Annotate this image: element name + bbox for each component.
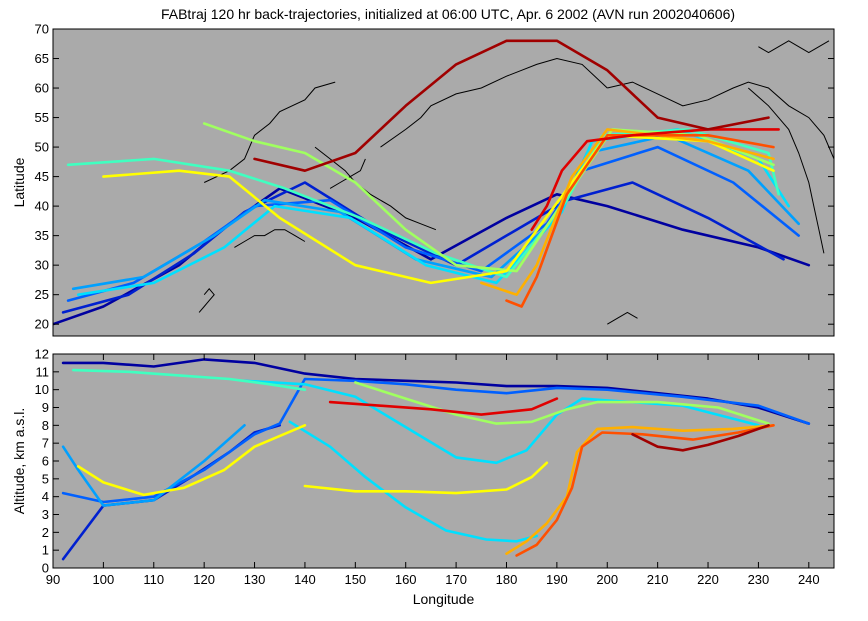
longitude-axis-label: Longitude (413, 591, 475, 607)
y-tick-label: 11 (36, 364, 50, 379)
x-tick-label: 210 (647, 572, 669, 587)
x-tick-label: 150 (344, 572, 366, 587)
latitude-axis-label: Latitude (11, 157, 27, 207)
coastline (203, 81, 336, 183)
trajectory-line (328, 397, 559, 416)
trajectory-line (76, 423, 307, 497)
x-tick-label: 180 (496, 572, 518, 587)
longitude-ticks: 90 100 110 120 130 140 150 160 170 180 190 200 210 22… (46, 354, 820, 587)
trajectory-line (253, 39, 770, 172)
y-tick-label: 3 (42, 507, 49, 522)
x-tick-label: 130 (244, 572, 266, 587)
x-tick-label: 230 (748, 572, 770, 587)
y-tick-label: 60 (35, 81, 49, 96)
trajectory-line (505, 134, 775, 308)
trajectory-line (53, 187, 811, 326)
y-tick-label: 10 (35, 382, 49, 397)
coastline (314, 146, 437, 231)
coastline (747, 87, 825, 254)
trajectory-line (102, 134, 775, 285)
coastline (607, 311, 638, 325)
trajectory-line (631, 423, 770, 452)
map-plot-area (53, 29, 834, 336)
map-plot-frame (52, 28, 835, 337)
coastline (198, 288, 215, 313)
y-tick-label: 2 (42, 525, 49, 540)
x-tick-label: 120 (193, 572, 215, 587)
x-tick-label: 220 (697, 572, 719, 587)
altitude-axis-label: Altitude, km a.s.l. (11, 408, 27, 515)
y-tick-label: 5 (42, 471, 49, 486)
x-tick-label: 110 (143, 572, 164, 587)
y-tick-label: 20 (35, 317, 49, 332)
y-tick-label: 1 (42, 543, 49, 558)
trajectory-line (61, 181, 785, 314)
trajectory-lines-altitude (61, 358, 811, 561)
trajectory-line (515, 423, 775, 557)
coastline (380, 57, 608, 148)
trajectory-line (288, 420, 539, 543)
y-tick-label: 55 (35, 110, 49, 125)
trajectory-line (479, 128, 775, 297)
y-tick-label: 70 (35, 22, 49, 37)
x-tick-label: 90 (46, 572, 60, 587)
y-tick-label: 4 (42, 489, 49, 504)
trajectory-line (505, 423, 775, 556)
y-tick-label: 9 (42, 400, 49, 415)
trajectory-line (202, 122, 775, 273)
trajectory-line (303, 461, 549, 495)
altitude-plot-area (53, 354, 834, 568)
y-tick-label: 45 (35, 169, 49, 184)
trajectory-lines-map (53, 39, 811, 326)
y-tick-label: 30 (35, 258, 49, 273)
y-tick-label: 0 (42, 561, 49, 576)
x-tick-label: 200 (596, 572, 618, 587)
coastline (329, 158, 366, 189)
x-tick-label: 100 (93, 572, 115, 587)
coastlines (198, 40, 834, 325)
y-tick-label: 12 (35, 347, 49, 362)
coastline (758, 40, 830, 54)
y-tick-label: 7 (42, 436, 49, 451)
trajectory-line (71, 368, 307, 392)
trajectory-line (61, 423, 246, 507)
x-tick-label: 240 (798, 572, 820, 587)
y-tick-label: 8 (42, 418, 49, 433)
y-tick-label: 65 (35, 51, 49, 66)
x-tick-label: 170 (445, 572, 467, 587)
x-tick-label: 190 (546, 572, 568, 587)
y-tick-label: 25 (35, 287, 49, 302)
y-tick-label: 6 (42, 454, 49, 469)
y-tick-label: 35 (35, 228, 49, 243)
y-tick-label: 40 (35, 199, 49, 214)
trajectory-line (66, 128, 780, 279)
x-tick-label: 160 (395, 572, 417, 587)
coastline (234, 229, 306, 248)
chart-title: FABtraj 120 hr back-trajectories, initia… (161, 6, 735, 22)
trajectory-line (353, 381, 770, 425)
trajectory-line (71, 134, 801, 291)
trajectory-line (61, 377, 811, 504)
coastline (607, 81, 834, 160)
latitude-ticks: 20 25 30 35 40 45 50 55 60 65 70 (35, 22, 834, 332)
y-tick-label: 50 (35, 140, 49, 155)
latitude-map-panel: 20 25 30 35 40 45 50 55 60 65 70 (35, 22, 835, 337)
x-tick-label: 140 (294, 572, 316, 587)
